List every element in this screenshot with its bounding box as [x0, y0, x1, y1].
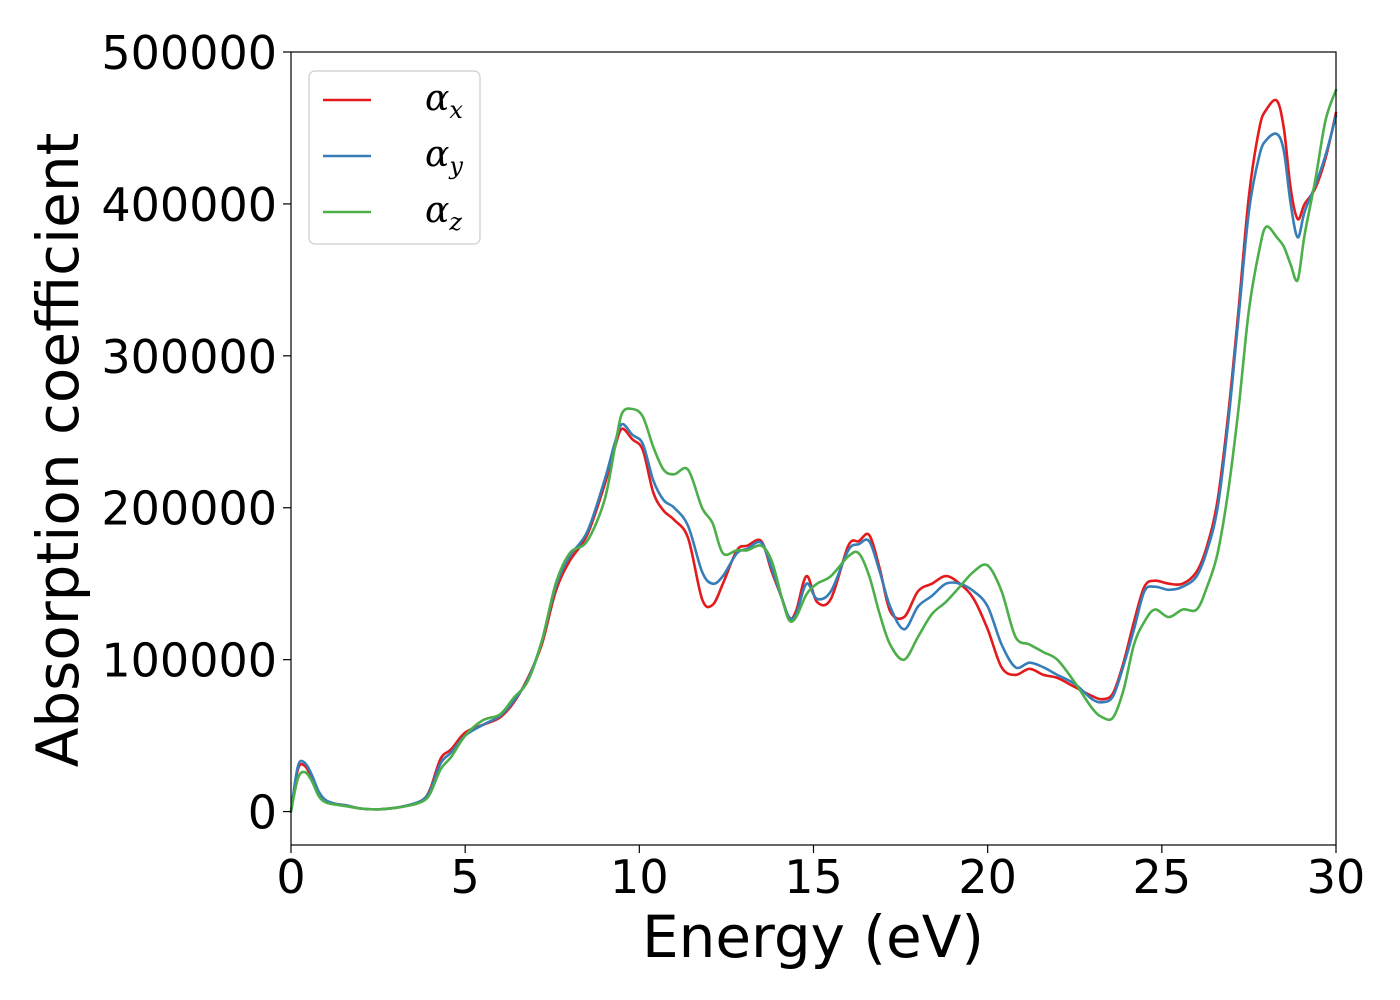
- x-tick-label: 15: [784, 850, 843, 904]
- series-line-y: [289, 114, 1338, 813]
- x-tick-label: 10: [610, 850, 669, 904]
- y-axis: 0 100000 200000 300000 400000 500000: [101, 26, 291, 840]
- y-tick-label: 200000: [101, 482, 277, 536]
- x-axis: 0 5 10 15 20 25 30: [276, 845, 1365, 904]
- y-tick-label: 300000: [101, 330, 277, 384]
- y-tick-label: 0: [248, 786, 277, 840]
- x-tick-label: 0: [276, 850, 305, 904]
- series-line-x: [289, 98, 1338, 813]
- x-tick-label: 25: [1133, 850, 1192, 904]
- y-tick-label: 400000: [101, 178, 277, 232]
- y-tick-label: 100000: [101, 634, 277, 688]
- x-tick-label: 5: [451, 850, 480, 904]
- x-tick-label: 30: [1307, 850, 1366, 904]
- x-tick-label: 20: [958, 850, 1017, 904]
- series-line-z: [289, 88, 1338, 813]
- series-layer: [289, 88, 1338, 813]
- x-axis-title: Energy (eV): [642, 903, 984, 971]
- y-axis-title: Absorption coefficient: [24, 133, 92, 768]
- y-tick-label: 500000: [101, 26, 277, 80]
- legend-box: [308, 70, 481, 245]
